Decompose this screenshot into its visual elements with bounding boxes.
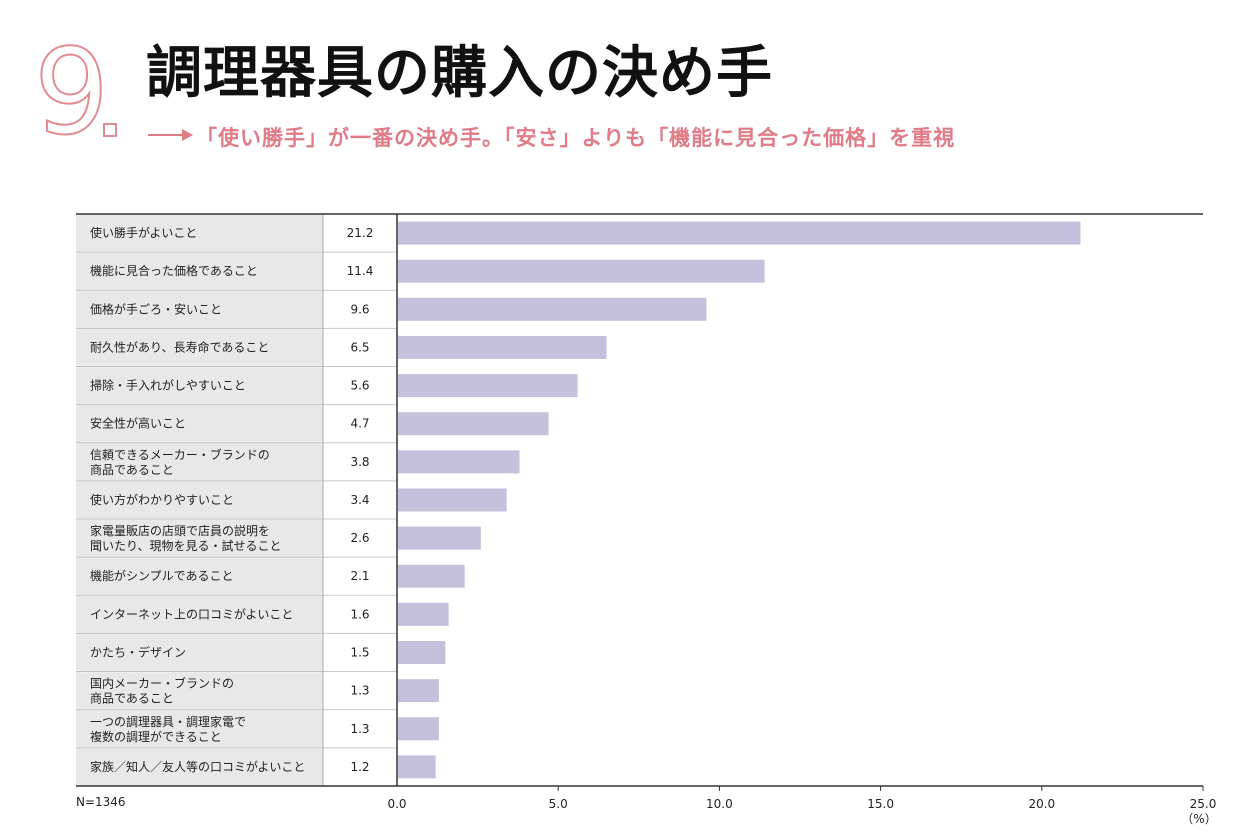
value-label: 1.3 xyxy=(350,722,369,736)
value-label: 21.2 xyxy=(347,226,374,240)
bar xyxy=(398,679,439,703)
arrow-right-icon xyxy=(148,129,193,141)
bar xyxy=(398,412,549,436)
value-label: 1.3 xyxy=(350,684,369,698)
tick-label: 0.0 xyxy=(387,797,406,811)
value-label: 2.1 xyxy=(350,569,369,583)
category-label: 信頼できるメーカー・ブランドの xyxy=(90,447,270,462)
category-label: 安全性が高いこと xyxy=(90,416,186,431)
value-label: 1.5 xyxy=(350,645,369,659)
tick-label: 25.0 xyxy=(1190,797,1217,811)
value-label: 1.6 xyxy=(350,607,369,621)
square-icon xyxy=(103,123,117,137)
bar xyxy=(398,488,507,512)
category-label: 使い勝手がよいこと xyxy=(90,225,197,240)
page-title: 調理器具の購入の決め手 xyxy=(146,41,773,106)
value-column-bg xyxy=(323,214,397,786)
category-label: 複数の調理ができること xyxy=(90,729,222,744)
category-label: 商品であること xyxy=(90,691,174,706)
value-label: 9.6 xyxy=(350,302,369,316)
category-label: 使い方がわかりやすいこと xyxy=(90,492,234,507)
category-label: 商品であること xyxy=(90,462,174,477)
bar xyxy=(398,374,578,398)
bar xyxy=(398,259,765,283)
bar xyxy=(398,450,520,474)
category-label: 家族／知人／友人等の口コミがよいこと xyxy=(90,759,305,774)
value-label: 3.4 xyxy=(350,493,369,507)
value-label: 3.8 xyxy=(350,455,369,469)
value-label: 11.4 xyxy=(347,264,374,278)
value-label: 6.5 xyxy=(350,340,369,354)
category-label: 機能がシンプルであること xyxy=(90,568,234,583)
bar xyxy=(398,640,446,664)
category-label: 聞いたり、現物を見る・試せること xyxy=(90,538,282,553)
tick-label: 10.0 xyxy=(706,797,733,811)
sample-size-note: N=1346 xyxy=(76,795,126,809)
bar xyxy=(398,564,465,588)
category-label: 掃除・手入れがしやすいこと xyxy=(90,378,246,393)
bar xyxy=(398,526,481,550)
tick-label: 20.0 xyxy=(1028,797,1055,811)
bar xyxy=(398,335,607,359)
section-number: 9 xyxy=(33,23,110,161)
bar xyxy=(398,297,707,321)
category-label: 家電量販店の店頭で店員の説明を xyxy=(90,523,270,538)
value-label: 2.6 xyxy=(350,531,369,545)
category-label: 機能に見合った価格であること xyxy=(90,263,258,278)
category-label: 価格が手ごろ・安いこと xyxy=(90,301,222,316)
category-label: かたち・デザイン xyxy=(90,644,186,659)
unit-label: （%） xyxy=(1181,812,1216,826)
value-label: 1.2 xyxy=(350,760,369,774)
category-label: 一つの調理器具・調理家電で xyxy=(90,714,246,729)
value-label: 4.7 xyxy=(350,417,369,431)
label-column-bg xyxy=(76,214,323,786)
bar xyxy=(398,717,439,741)
category-label: 国内メーカー・ブランドの xyxy=(90,676,234,691)
tick-label: 15.0 xyxy=(867,797,894,811)
bar xyxy=(398,602,449,626)
value-label: 5.6 xyxy=(350,379,369,393)
category-label: 耐久性があり、長寿命であること xyxy=(90,339,269,354)
tick-label: 5.0 xyxy=(549,797,568,811)
category-label: インターネット上の口コミがよいこと xyxy=(90,606,293,621)
bar xyxy=(398,755,436,779)
bar xyxy=(398,221,1081,245)
page-subtitle: 「使い勝手」が一番の決め手。「安さ」よりも「機能に見合った価格」を重視 xyxy=(196,126,956,150)
